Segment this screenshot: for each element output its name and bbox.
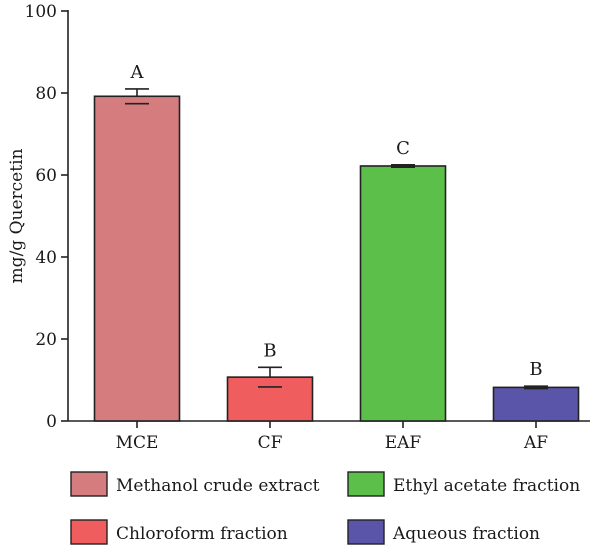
- significance-label: B: [263, 340, 276, 361]
- significance-label: C: [396, 138, 410, 159]
- y-tick-label: 60: [35, 166, 57, 186]
- legend-swatch: [70, 471, 108, 497]
- bar-mce: [93, 95, 181, 422]
- legend-label: Methanol crude extract: [116, 476, 320, 496]
- legend-label: Ethyl acetate fraction: [393, 476, 580, 496]
- legend-swatch: [347, 471, 385, 497]
- legend-label: Aqueous fraction: [392, 524, 540, 544]
- significance-label: A: [130, 62, 145, 83]
- y-tick-label: 40: [35, 248, 57, 268]
- legend-swatch: [70, 519, 108, 545]
- legend: Methanol crude extract Ethyl acetate frac…: [70, 471, 580, 545]
- x-tick-label: AF: [523, 433, 548, 453]
- bar-cf: [226, 376, 314, 422]
- y-tick-label: 100: [25, 2, 57, 22]
- y-axis-title: mg/g Quercetin: [7, 149, 27, 284]
- y-tick-label: 80: [35, 84, 57, 104]
- axes: 0 20 40 60 80 100 MCE CF EAF AF: [25, 2, 590, 453]
- bar-af: [492, 386, 580, 422]
- legend-label: Chloroform fraction: [116, 524, 288, 544]
- legend-swatch: [347, 519, 385, 545]
- bar-eaf: [359, 165, 447, 422]
- x-tick-label: EAF: [385, 433, 422, 453]
- bars: A B C B: [93, 62, 580, 422]
- x-tick-label: CF: [258, 433, 283, 453]
- significance-label: B: [529, 359, 542, 380]
- y-tick-label: 0: [46, 412, 57, 432]
- y-tick-label: 20: [35, 330, 57, 350]
- x-tick-label: MCE: [116, 433, 159, 453]
